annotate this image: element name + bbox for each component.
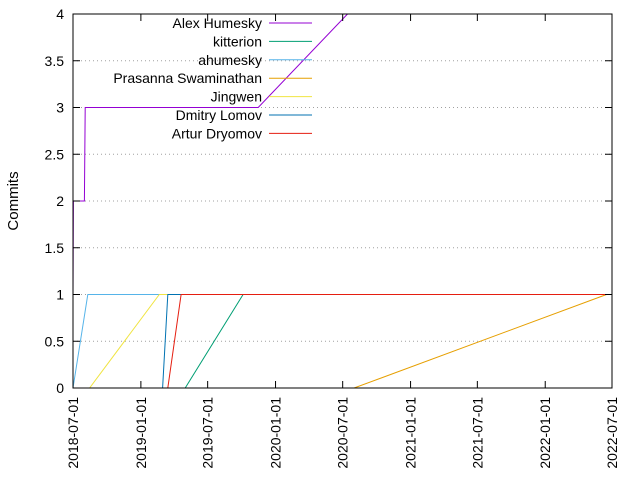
legend-label: kitterion (213, 33, 262, 49)
series-line-kitterion (184, 294, 607, 388)
x-tick-label: 2022-07-01 (604, 397, 620, 469)
x-tick-label: 2021-07-01 (469, 397, 485, 469)
legend-label: Jingwen (211, 89, 262, 105)
y-tick-label: 3 (56, 100, 64, 116)
axis-ticks: 0 0.5 1 1.5 2 2.5 3 3.5 4 2018-07-01 2019-01-01 201… (45, 6, 620, 469)
x-tick-label: 2019-01-01 (133, 397, 149, 469)
legend-label: Prasanna Swaminathan (113, 70, 262, 86)
grid-lines (73, 60, 612, 342)
x-tick-label: 2022-01-01 (537, 397, 553, 469)
x-tick-label: 2020-01-01 (268, 397, 284, 469)
y-axis-title: Commits (5, 171, 22, 230)
legend-label: Alex Humesky (173, 15, 262, 31)
x-tick-label: 2020-07-01 (335, 397, 351, 469)
series-line-artur-dryomov (167, 294, 607, 388)
y-tick-label: 2.5 (45, 146, 65, 162)
legend-label: Artur Dryomov (172, 125, 262, 141)
y-tick-label: 3.5 (45, 53, 65, 69)
series-lines (73, 14, 607, 388)
x-tick-label: 2021-01-01 (403, 397, 419, 469)
legend: Alex Humesky kitterion ahumesky Prasanna Sw… (113, 15, 312, 141)
y-tick-label: 0 (56, 380, 64, 396)
series-line-prasanna-swaminathan (353, 294, 607, 388)
y-tick-label: 4 (56, 6, 64, 22)
y-tick-label: 1.5 (45, 240, 65, 256)
x-tick-label: 2018-07-01 (65, 397, 81, 469)
legend-label: Dmitry Lomov (176, 107, 262, 123)
y-tick-label: 1 (56, 287, 64, 303)
legend-label: ahumesky (198, 52, 262, 68)
y-tick-label: 2 (56, 193, 64, 209)
x-tick-label: 2019-07-01 (200, 397, 216, 469)
y-tick-label: 0.5 (45, 333, 65, 349)
